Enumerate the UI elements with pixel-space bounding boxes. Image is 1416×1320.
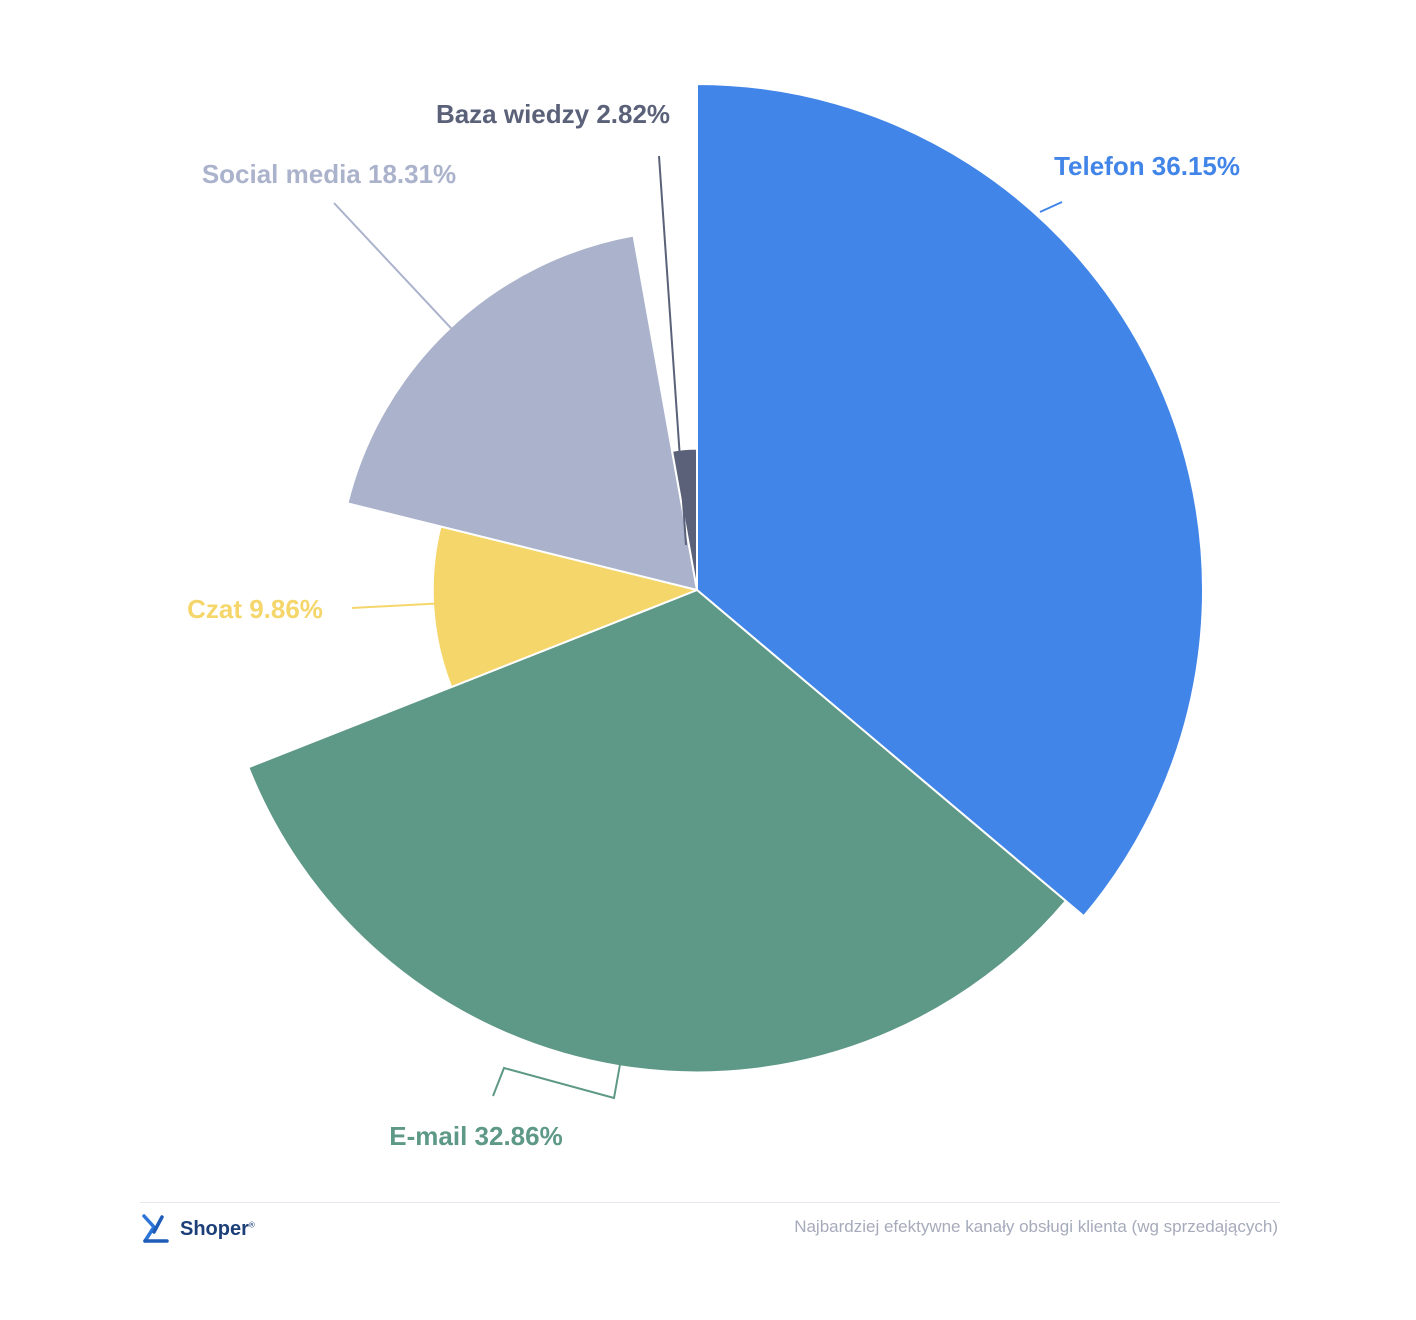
pie-slices [247,83,1204,1074]
pie-slice-czat [431,525,698,689]
leader-line-social-media [333,202,522,404]
leader-line-telefon [1039,201,1063,213]
footer-divider [140,1202,1280,1203]
slice-label-baza-wiedzy: Baza wiedzy 2.82% [436,99,670,129]
slice-label-czat: Czat 9.86% [187,594,323,624]
pie-slice-telefon [696,83,1204,918]
slice-label-social-media: Social media 18.31% [202,159,456,189]
slice-label-e-mail: E-mail 32.86% [389,1121,562,1151]
slice-labels: Telefon 36.15% E-mail 32.86% Czat 9.86% Soc… [187,99,1240,1151]
leader-lines [333,155,1063,1100]
chart-caption: Najbardziej efektywne kanały obsługi kli… [794,1217,1278,1236]
brand: Shoper® [140,1212,255,1246]
leader-line-baza-wiedzy [658,155,687,546]
leader-line-czat [351,596,558,609]
slice-label-telefon: Telefon 36.15% [1054,151,1240,181]
pie-slice-social-media [346,234,698,591]
leader-line-e-mail [492,1041,625,1100]
brand-name: Shoper® [180,1217,255,1240]
shoper-logo-icon [142,1214,169,1243]
